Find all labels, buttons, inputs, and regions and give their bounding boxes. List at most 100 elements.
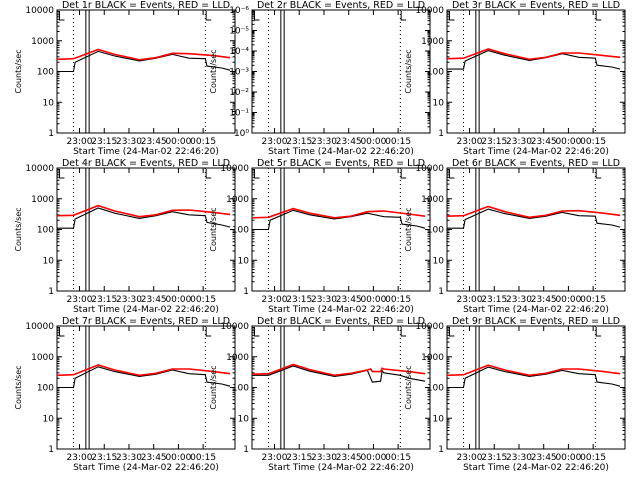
- y-tick-label: 1000: [31, 195, 54, 205]
- panel-title: Det 2r BLACK = Events, RED = LLD: [257, 0, 425, 11]
- y-tick-label: 10: [433, 256, 445, 266]
- segment-left-flag: [253, 169, 260, 179]
- y-tick-label: 10⁻⁵: [229, 27, 249, 37]
- x-tick-label: 23:15: [481, 295, 507, 305]
- panel-title: Det 4r BLACK = Events, RED = LLD: [62, 158, 230, 169]
- x-tick-label: 23:00: [457, 137, 483, 147]
- y-tick-label: 1: [243, 287, 249, 297]
- x-tick-label: 23:15: [91, 295, 117, 305]
- x-tick-label: 00:15: [190, 137, 216, 147]
- x-tick-label: 23:30: [116, 453, 142, 463]
- x-tick-label: 23:15: [91, 137, 117, 147]
- y-axis-label: Counts/sec: [209, 365, 218, 409]
- y-axis-label: Counts/sec: [14, 207, 23, 251]
- lld-series-line: [251, 363, 426, 377]
- detector-panel-8: Det 8r BLACK = Events, RED = LLD 1 10 100 10…: [209, 316, 431, 473]
- y-tick-label: 10⁻²: [229, 88, 249, 98]
- segment-left-flag: [58, 327, 65, 337]
- y-tick-label: 10000: [25, 322, 54, 332]
- y-tick-label: 1000: [226, 353, 249, 363]
- panel-title: Det 6r BLACK = Events, RED = LLD: [452, 158, 620, 169]
- segment-left-flag: [448, 169, 455, 179]
- y-tick-label: 1: [438, 129, 444, 139]
- y-tick-label: 1000: [421, 37, 444, 47]
- plot-frame: [446, 167, 626, 292]
- y-tick-label: 100: [37, 226, 54, 236]
- x-tick-label: 00:15: [580, 453, 606, 463]
- y-tick-label: 100: [232, 226, 249, 236]
- y-tick-label: 10⁻¹: [229, 109, 249, 119]
- segment-left-flag: [253, 11, 260, 21]
- x-tick-label: 00:15: [580, 295, 606, 305]
- y-tick-label: 10000: [415, 6, 444, 16]
- lld-series-line: [56, 48, 231, 61]
- panel-title: Det 5r BLACK = Events, RED = LLD: [257, 158, 425, 169]
- detector-panel-4: Det 4r BLACK = Events, RED = LLD 1 10 100 10…: [14, 158, 236, 315]
- x-tick-label: 23:30: [311, 295, 337, 305]
- y-tick-label: 10: [238, 414, 250, 424]
- x-tick-label: 23:45: [336, 453, 362, 463]
- segment-right-flag: [400, 11, 407, 21]
- detector-panel-5: Det 5r BLACK = Events, RED = LLD 1 10 100 10…: [209, 158, 431, 315]
- x-tick-label: 23:15: [481, 137, 507, 147]
- segment-right-flag: [400, 169, 407, 179]
- y-tick-label: 1: [48, 287, 54, 297]
- x-tick-label: 23:00: [457, 453, 483, 463]
- detector-panel-3: Det 3r BLACK = Events, RED = LLD 1 10 100 10…: [404, 0, 626, 157]
- segment-right-flag: [400, 327, 407, 337]
- y-tick-label: 1000: [421, 195, 444, 205]
- detector-panel-1: Det 1r BLACK = Events, RED = LLD 1 10 100 10…: [14, 0, 236, 157]
- x-tick-label: 00:00: [360, 453, 386, 463]
- x-axis-label: Start Time (24-Mar-02 22:46:20): [463, 305, 609, 315]
- y-axis-label: Counts/sec: [209, 207, 218, 251]
- y-tick-label: 10: [43, 98, 55, 108]
- segment-left-flag: [448, 327, 455, 337]
- lld-series-line: [56, 364, 231, 377]
- panel-title: Det 8r BLACK = Events, RED = LLD: [257, 316, 425, 327]
- x-tick-label: 23:30: [116, 137, 142, 147]
- x-axis-label: Start Time (24-Mar-02 22:46:20): [73, 463, 219, 473]
- lld-series-line: [446, 205, 621, 219]
- x-tick-label: 23:15: [91, 453, 117, 463]
- x-tick-label: 23:30: [506, 295, 532, 305]
- y-tick-label: 100: [427, 226, 444, 236]
- x-tick-label: 00:00: [555, 137, 581, 147]
- x-tick-label: 23:15: [286, 137, 312, 147]
- x-axis-label: Start Time (24-Mar-02 22:46:20): [463, 147, 609, 157]
- detector-panel-6: Det 6r BLACK = Events, RED = LLD 1 10 100 10…: [404, 158, 626, 315]
- detector-panel-2: Det 2r BLACK = Events, RED = LLD 10⁰ 10⁻¹ 1…: [209, 0, 431, 157]
- y-axis-label: Counts/sec: [404, 365, 413, 409]
- x-tick-label: 23:00: [262, 137, 288, 147]
- x-axis-label: Start Time (24-Mar-02 22:46:20): [268, 463, 414, 473]
- x-tick-label: 00:00: [555, 453, 581, 463]
- y-tick-label: 10000: [415, 322, 444, 332]
- y-tick-label: 10000: [220, 164, 249, 174]
- segment-left-flag: [58, 11, 65, 21]
- y-tick-label: 100: [427, 384, 444, 394]
- y-tick-label: 10: [433, 414, 445, 424]
- segment-right-flag: [205, 11, 212, 21]
- x-tick-label: 00:15: [580, 137, 606, 147]
- x-tick-label: 00:15: [385, 295, 411, 305]
- x-tick-label: 23:00: [457, 295, 483, 305]
- x-tick-label: 00:15: [385, 453, 411, 463]
- y-tick-label: 10000: [25, 6, 54, 16]
- x-axis-label: Start Time (24-Mar-02 22:46:20): [268, 305, 414, 315]
- x-tick-label: 23:00: [67, 453, 93, 463]
- y-tick-label: 10: [43, 414, 55, 424]
- segment-left-flag: [253, 327, 260, 337]
- x-tick-label: 00:00: [165, 137, 191, 147]
- x-tick-label: 23:45: [531, 295, 557, 305]
- x-tick-label: 23:45: [531, 453, 557, 463]
- x-tick-label: 23:30: [311, 453, 337, 463]
- y-tick-label: 10: [433, 98, 445, 108]
- y-tick-label: 100: [232, 384, 249, 394]
- y-tick-label: 10000: [415, 164, 444, 174]
- y-tick-label: 100: [37, 68, 54, 78]
- x-tick-label: 23:45: [141, 453, 167, 463]
- y-tick-label: 1000: [421, 353, 444, 363]
- y-tick-label: 10000: [220, 322, 249, 332]
- y-axis-label: Counts/sec: [14, 365, 23, 409]
- x-tick-label: 00:15: [190, 295, 216, 305]
- x-axis-label: Start Time (24-Mar-02 22:46:20): [73, 305, 219, 315]
